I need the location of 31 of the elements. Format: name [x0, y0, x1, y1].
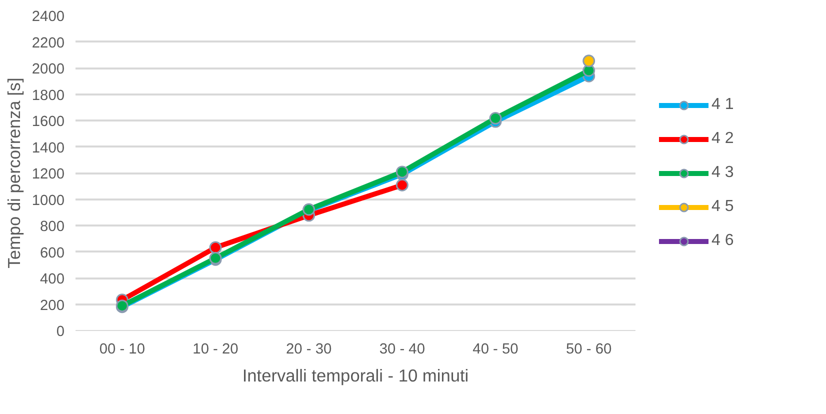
x-tick-label: 30 - 40	[379, 342, 425, 358]
x-tick-label: 40 - 50	[472, 342, 518, 358]
x-axis-title: Intervalli temporali - 10 minuti	[242, 366, 469, 386]
legend-label: 4 2	[712, 130, 735, 148]
y-tick-label: 1600	[32, 114, 65, 130]
x-tick-label: 00 - 10	[99, 342, 145, 358]
y-tick-label: 2400	[32, 9, 65, 25]
y-tick-label: 0	[56, 324, 65, 340]
point	[396, 178, 408, 192]
legend-label: 4 6	[712, 232, 735, 250]
y-tick-label: 600	[40, 245, 65, 262]
x-tick-label: 10 - 20	[192, 342, 238, 358]
point	[396, 166, 408, 178]
y-tick-label: 1800	[32, 88, 65, 104]
point	[489, 112, 502, 125]
y-tick-label: 1200	[32, 166, 65, 182]
y-tick-label: 2200	[32, 35, 65, 52]
y-tick-label: 1000	[32, 192, 65, 209]
x-tick-label: 20 - 30	[286, 342, 332, 358]
y-tick-label: 400	[40, 272, 65, 288]
y-tick-label: 2000	[32, 62, 65, 78]
x-tick-label: 50 - 60	[566, 342, 612, 358]
y-tick-label: 1400	[32, 140, 65, 156]
y-axis-title: Tempo di percorrenza [s]	[4, 78, 24, 268]
y-tick-label: 800	[40, 219, 65, 235]
point	[209, 241, 222, 254]
legend-label: 4 5	[712, 198, 735, 216]
point	[582, 54, 596, 68]
y-tick-label: 200	[40, 298, 65, 314]
legend-label: 4 1	[712, 96, 735, 114]
legend-label: 4 3	[712, 164, 735, 182]
